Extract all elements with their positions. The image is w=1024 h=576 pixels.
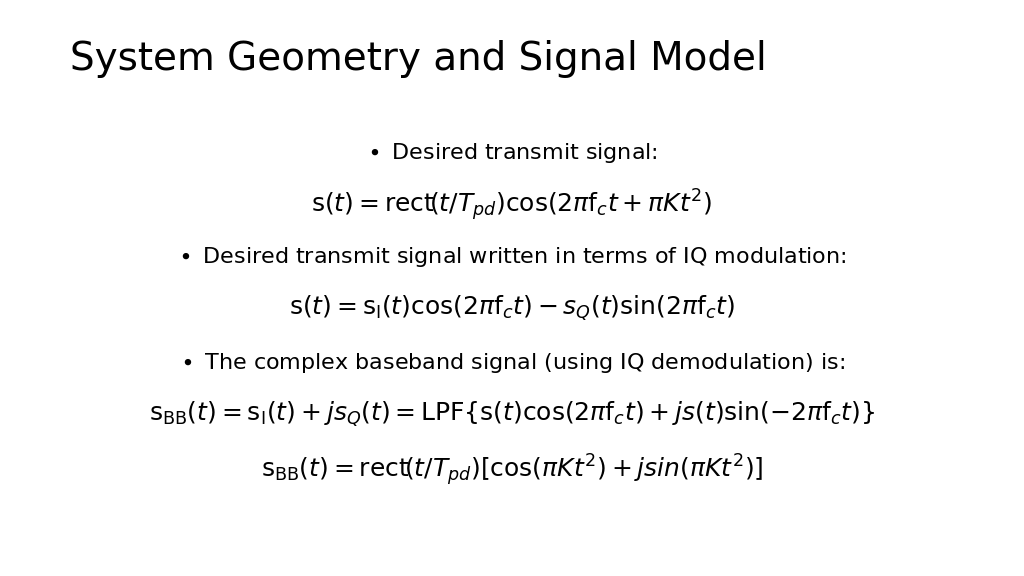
Text: $\mathrm{s}(t) = \mathrm{s_I}(t)\cos(2\pi\mathrm{f}_c t) - s_Q(t)\sin(2\pi\mathr: $\mathrm{s}(t) = \mathrm{s_I}(t)\cos(2\p…	[289, 294, 735, 323]
Text: $\mathrm{s_{BB}}(t) = \mathrm{rect}\!\left(t/T_{pd}\right)[\cos(\pi K t^2) + j\m: $\mathrm{s_{BB}}(t) = \mathrm{rect}\!\le…	[261, 452, 763, 488]
Text: $\bullet\,$ Desired transmit signal:: $\bullet\,$ Desired transmit signal:	[367, 141, 657, 165]
Text: $\mathrm{s}(t) = \mathrm{rect}\!\left(t/T_{pd}\right)\cos(2\pi\mathrm{f}_c t + \: $\mathrm{s}(t) = \mathrm{rect}\!\left(t/…	[311, 187, 713, 223]
Text: $\bullet\,$ The complex baseband signal (using IQ demodulation) is:: $\bullet\,$ The complex baseband signal …	[179, 351, 845, 376]
Text: System Geometry and Signal Model: System Geometry and Signal Model	[70, 40, 766, 78]
Text: $\bullet\,$ Desired transmit signal written in terms of IQ modulation:: $\bullet\,$ Desired transmit signal writ…	[178, 245, 846, 269]
Text: $\mathrm{s_{BB}}(t) = \mathrm{s_I}(t) + js_Q(t) = \mathrm{LPF}\{\mathrm{s}(t)\co: $\mathrm{s_{BB}}(t) = \mathrm{s_I}(t) + …	[148, 400, 876, 430]
